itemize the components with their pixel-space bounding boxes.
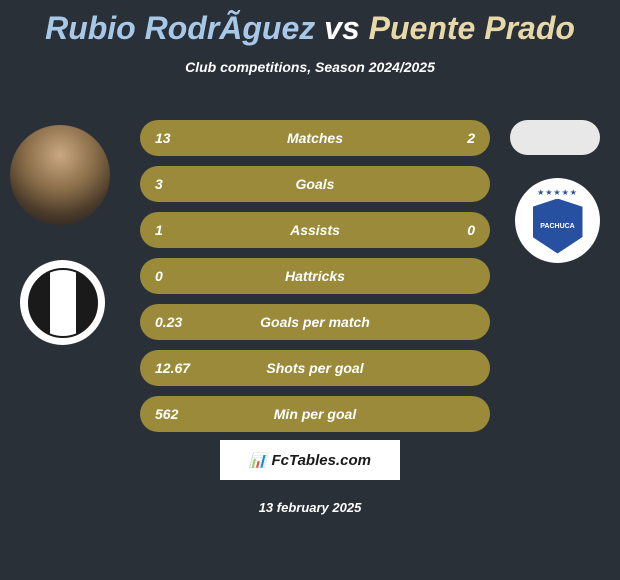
player1-avatar [10,125,110,225]
stat-label: Matches [155,130,475,146]
stat-left-value: 0.23 [155,314,182,330]
footer-date: 13 february 2025 [259,500,362,515]
club-right-logo: ★★★★★ PACHUCA [515,178,600,263]
footer-logo-text: FcTables.com [271,452,370,469]
stat-row-mpg: 562 Min per goal [140,396,490,432]
club-stars-icon: ★★★★★ [537,188,578,197]
stat-right-value: 0 [467,222,475,238]
player1-name: Rubio RodrÃ­guez [45,10,315,46]
chart-icon: 📊 [249,452,266,469]
stat-left-value: 12.67 [155,360,190,376]
page-title: Rubio RodrÃ­guez vs Puente Prado [0,0,620,47]
player2-avatar [510,120,600,155]
club-left-badge [28,268,98,338]
stat-row-spg: 12.67 Shots per goal [140,350,490,386]
club-shield-icon: PACHUCA [533,199,583,254]
stat-label: Goals [155,176,475,192]
subtitle: Club competitions, Season 2024/2025 [0,59,620,75]
stats-container: 13 Matches 2 3 Goals 1 Assists 0 0 Hattr… [140,120,490,442]
stat-left-value: 3 [155,176,163,192]
stat-row-gpm: 0.23 Goals per match [140,304,490,340]
stat-label: Hattricks [155,268,475,284]
stat-label: Min per goal [155,406,475,422]
stat-row-goals: 3 Goals [140,166,490,202]
stat-right-value: 2 [467,130,475,146]
footer-logo[interactable]: 📊 FcTables.com [220,440,400,480]
stat-label: Assists [155,222,475,238]
stat-left-value: 0 [155,268,163,284]
stat-left-value: 562 [155,406,178,422]
stat-left-value: 1 [155,222,163,238]
stat-label: Shots per goal [155,360,475,376]
stat-label: Goals per match [155,314,475,330]
stat-row-matches: 13 Matches 2 [140,120,490,156]
player2-name: Puente Prado [369,10,575,46]
stat-row-hattricks: 0 Hattricks [140,258,490,294]
stat-left-value: 13 [155,130,171,146]
stat-row-assists: 1 Assists 0 [140,212,490,248]
vs-text: vs [324,10,360,46]
club-left-logo [20,260,105,345]
